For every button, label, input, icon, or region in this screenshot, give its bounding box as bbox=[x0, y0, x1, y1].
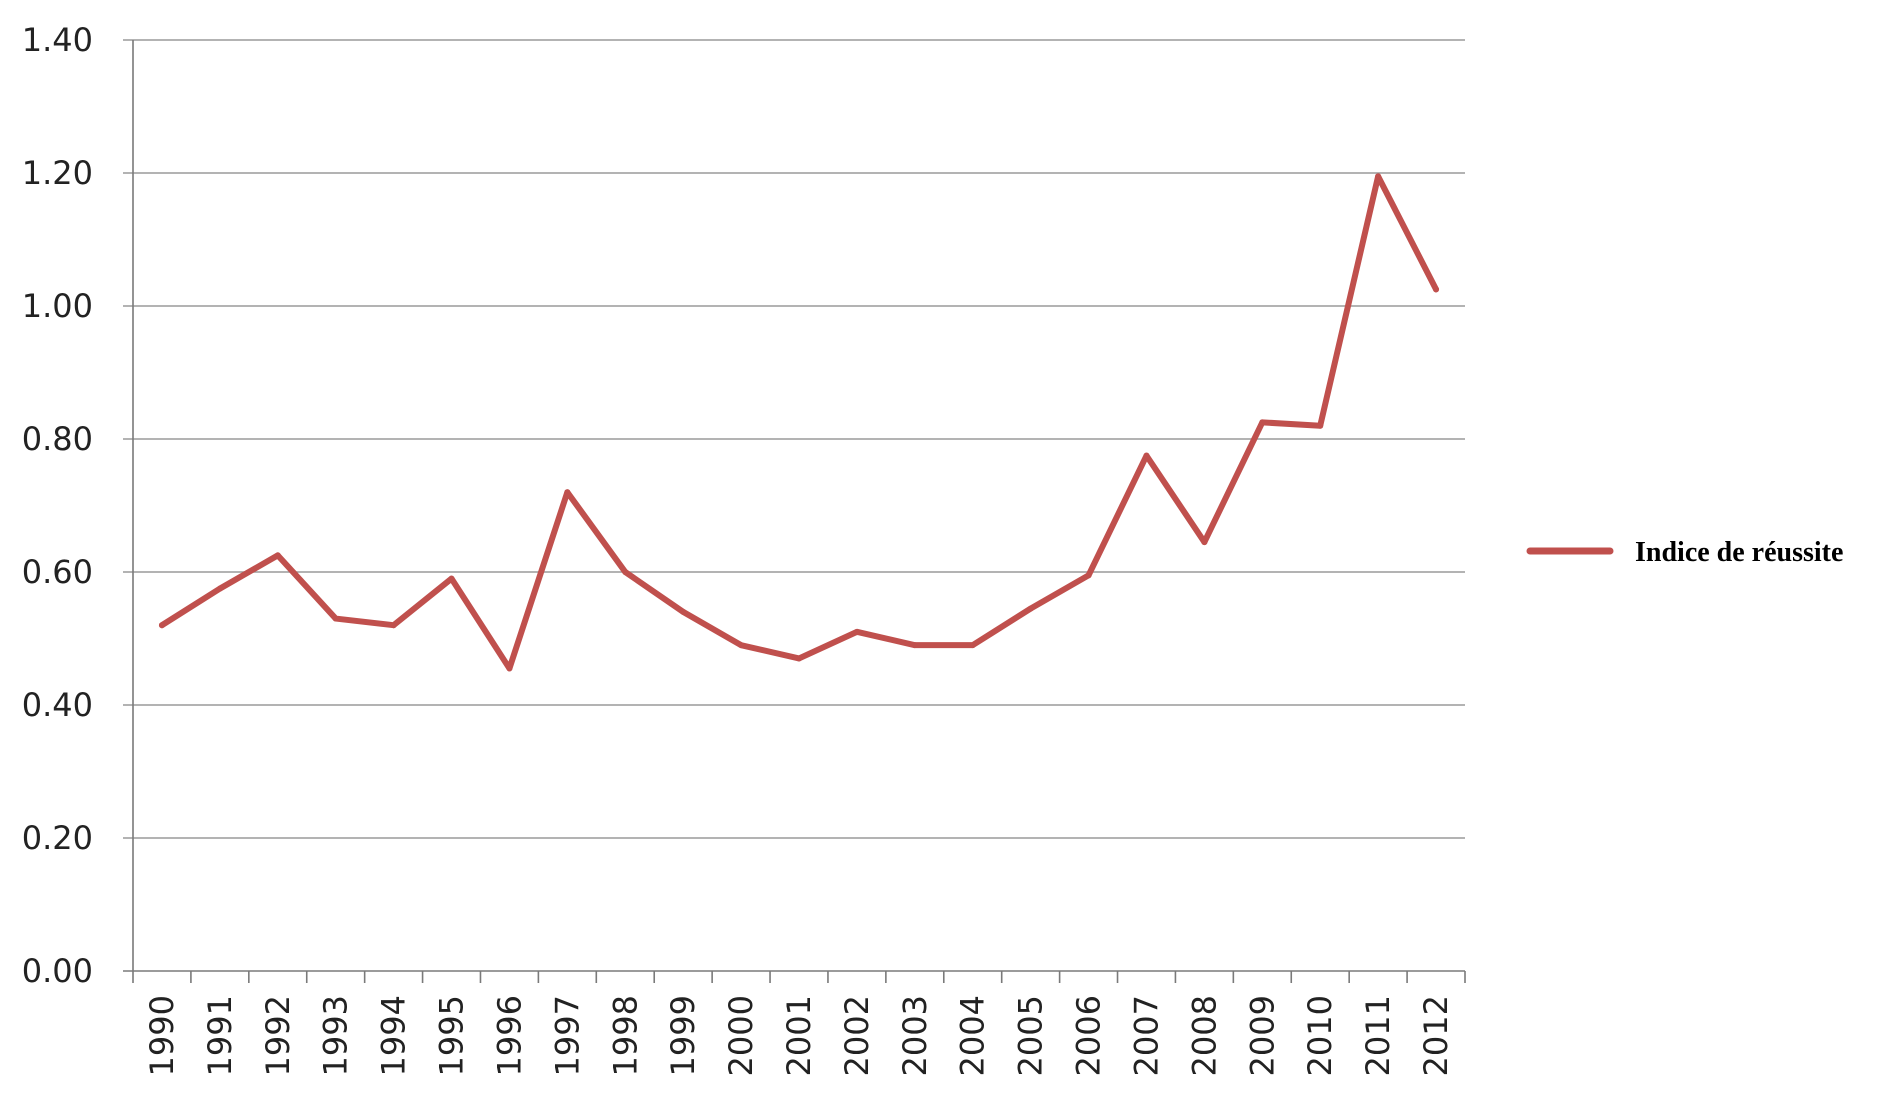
x-tick-label: 1992 bbox=[259, 995, 297, 1076]
data-point bbox=[911, 642, 918, 649]
x-tick-label: 1998 bbox=[606, 995, 644, 1076]
data-point bbox=[1317, 422, 1324, 429]
y-tick-label: 1.20 bbox=[22, 154, 93, 192]
data-point bbox=[506, 665, 513, 672]
x-tick-marks bbox=[132, 971, 1466, 983]
data-point bbox=[274, 552, 281, 559]
x-tick-label: 2001 bbox=[780, 995, 818, 1076]
x-tick-label: 2010 bbox=[1301, 995, 1339, 1076]
y-tick-label: 0.80 bbox=[22, 420, 93, 458]
y-tick-label: 1.00 bbox=[22, 287, 93, 325]
x-tick-label: 2000 bbox=[722, 995, 760, 1076]
series-layer bbox=[158, 173, 1440, 672]
data-point bbox=[1375, 173, 1382, 180]
data-point bbox=[622, 569, 629, 575]
data-point bbox=[564, 489, 571, 496]
x-tick-labels: 1990 1991 1992 1993 1994 1995 1996 1997 1998 1999… bbox=[143, 995, 1455, 1076]
y-tick-labels: 0.00 0.20 0.40 0.60 0.80 1.00 1.20 1.40 bbox=[22, 21, 93, 990]
data-point bbox=[332, 615, 339, 622]
y-tick-label: 0.20 bbox=[22, 819, 93, 857]
x-tick-label: 1994 bbox=[375, 995, 413, 1076]
data-point bbox=[969, 642, 976, 649]
x-tick-label: 1996 bbox=[490, 995, 528, 1076]
x-tick-label: 2012 bbox=[1417, 995, 1455, 1076]
x-tick-label: 1999 bbox=[664, 995, 702, 1076]
data-point bbox=[158, 622, 165, 629]
x-tick-label: 2006 bbox=[1070, 995, 1108, 1076]
legend: Indice de réussite bbox=[1526, 537, 1843, 568]
data-point bbox=[680, 608, 687, 615]
axes bbox=[123, 40, 1465, 972]
x-tick-label: 2005 bbox=[1012, 995, 1050, 1076]
data-point bbox=[796, 655, 802, 662]
x-tick-label: 2008 bbox=[1185, 995, 1223, 1076]
x-tick-label: 2009 bbox=[1243, 995, 1281, 1076]
data-point bbox=[448, 575, 455, 582]
y-tick-label: 0.40 bbox=[22, 686, 93, 724]
x-tick-label: 1993 bbox=[317, 995, 355, 1076]
data-point bbox=[738, 642, 745, 649]
series-line bbox=[158, 173, 1440, 672]
x-tick-label: 2011 bbox=[1359, 995, 1397, 1076]
data-point bbox=[1433, 286, 1440, 293]
x-tick-label: 2004 bbox=[954, 995, 992, 1076]
x-tick-label: 1997 bbox=[548, 995, 586, 1076]
legend-label: Indice de réussite bbox=[1635, 537, 1843, 568]
data-point bbox=[390, 622, 397, 629]
data-point bbox=[1085, 572, 1092, 579]
y-tick-label: 0.60 bbox=[22, 553, 93, 591]
x-tick-label: 1990 bbox=[143, 995, 181, 1076]
data-point bbox=[1143, 452, 1150, 459]
data-point bbox=[216, 585, 223, 592]
data-point bbox=[1027, 605, 1034, 612]
x-tick-label: 2003 bbox=[896, 995, 934, 1076]
y-tick-label: 1.40 bbox=[22, 21, 93, 59]
y-tick-label: 0.00 bbox=[22, 952, 93, 990]
gridlines bbox=[123, 39, 1465, 839]
x-tick-label: 2007 bbox=[1127, 995, 1165, 1076]
data-point bbox=[1259, 419, 1266, 426]
data-point bbox=[1201, 539, 1208, 546]
x-tick-label: 2002 bbox=[838, 995, 876, 1076]
x-tick-label: 1991 bbox=[201, 995, 239, 1076]
data-point bbox=[853, 628, 860, 635]
x-tick-label: 1995 bbox=[433, 995, 471, 1076]
